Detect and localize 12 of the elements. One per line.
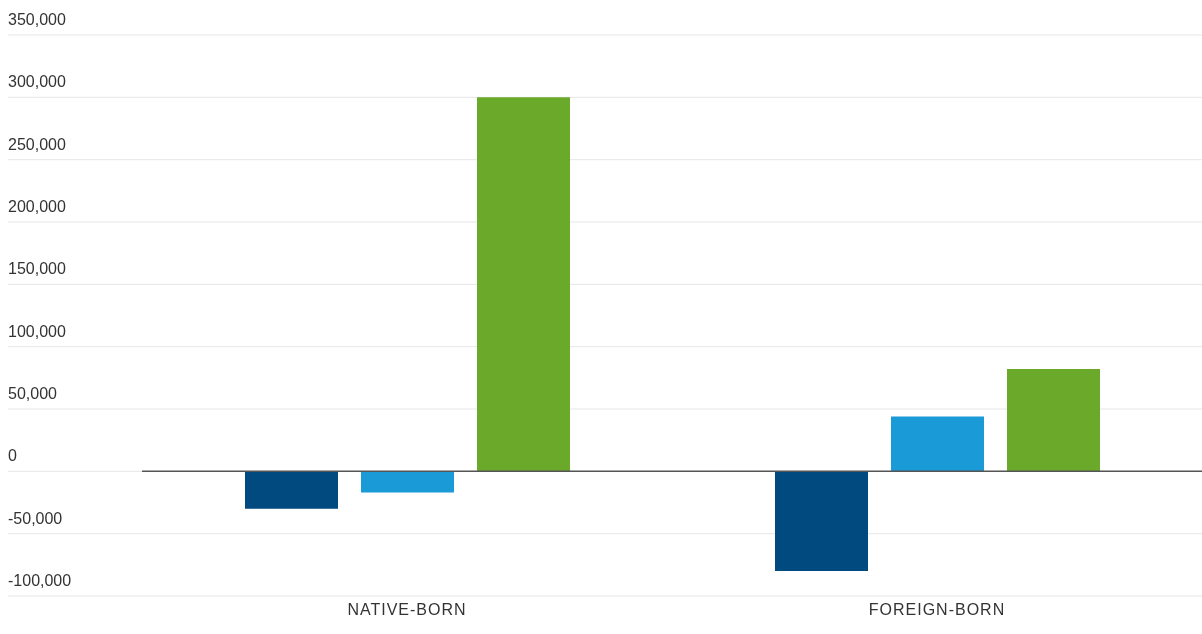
y-tick-label: 0 xyxy=(8,447,17,465)
y-tick-label: -100,000 xyxy=(8,572,72,589)
y-tick-label: 100,000 xyxy=(8,322,66,340)
y-tick-label: 50,000 xyxy=(8,385,58,402)
x-tick-label: FOREIGN-BORN xyxy=(868,601,1006,619)
x-tick-label: NATIVE-BORN xyxy=(347,601,467,619)
y-tick-label: 350,000 xyxy=(8,11,66,28)
y-tick-label: 250,000 xyxy=(8,135,66,153)
y-tick-label: 150,000 xyxy=(8,260,66,278)
y-tick-label: -50,000 xyxy=(8,509,63,527)
y-tick-label: 200,000 xyxy=(8,198,66,215)
y-tick-label: 300,000 xyxy=(8,73,66,91)
